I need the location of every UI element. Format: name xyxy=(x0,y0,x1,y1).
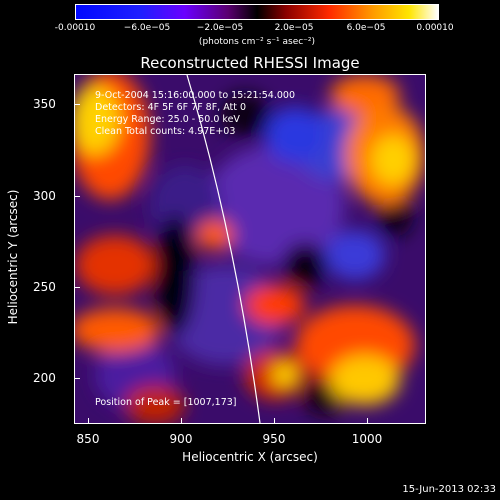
colorbar-tick: -0.00010 xyxy=(54,23,96,33)
rhessi-image xyxy=(74,74,426,424)
y-tick-mark xyxy=(74,378,80,379)
colorbar-units: (photons cm⁻² s⁻¹ asec⁻²) xyxy=(198,37,316,47)
y-tick-mark xyxy=(74,287,80,288)
x-tick-mark xyxy=(88,418,89,424)
x-tick-mark xyxy=(181,418,182,424)
solar-limb-line xyxy=(186,75,261,423)
colorbar-tick: −6.0e−05 xyxy=(123,23,171,33)
y-axis-label: Heliocentric Y (arcsec) xyxy=(6,190,20,325)
y-tick-label: 300 xyxy=(33,189,56,203)
x-tick-mark xyxy=(367,418,368,424)
peak-position-text: Position of Peak = [1007,173] xyxy=(95,397,237,408)
time-range-text: 9-Oct-2004 15:16:00.000 to 15:21:54.000 xyxy=(95,90,296,101)
timestamp: 15-Jun-2013 02:33 xyxy=(402,484,496,495)
x-axis-label: Heliocentric X (arcsec) xyxy=(182,450,318,464)
x-tick-label: 850 xyxy=(76,432,100,446)
detectors-text: Detectors: 4F 5F 6F 7F 8F, Att 0 xyxy=(95,102,247,113)
x-tick-mark xyxy=(274,418,275,424)
y-tick-mark xyxy=(74,104,80,105)
colorbar-tick: 2.0e−05 xyxy=(274,23,314,33)
y-tick-mark xyxy=(74,196,80,197)
y-tick-label: 200 xyxy=(33,371,56,385)
colorbar-tick: 0.00010 xyxy=(416,23,454,33)
y-axis-label-text: Heliocentric Y (arcsec) xyxy=(6,189,20,325)
x-tick-label: 1000 xyxy=(351,432,383,446)
colorbar xyxy=(75,4,439,20)
heatmap-svg xyxy=(75,75,425,423)
x-tick-label: 900 xyxy=(169,432,193,446)
colorbar-tick: −2.0e−05 xyxy=(196,23,244,33)
y-tick-label: 350 xyxy=(33,97,56,111)
colorbar-tick: 6.0e−05 xyxy=(346,23,386,33)
y-tick-label: 250 xyxy=(33,280,56,294)
x-tick-label: 950 xyxy=(262,432,286,446)
energy-range-text: Energy Range: 25.0 - 50.0 keV xyxy=(95,114,240,125)
clean-counts-text: Clean Total counts: 4.97E+03 xyxy=(95,126,236,137)
plot-title: Reconstructed RHESSI Image xyxy=(140,54,360,72)
